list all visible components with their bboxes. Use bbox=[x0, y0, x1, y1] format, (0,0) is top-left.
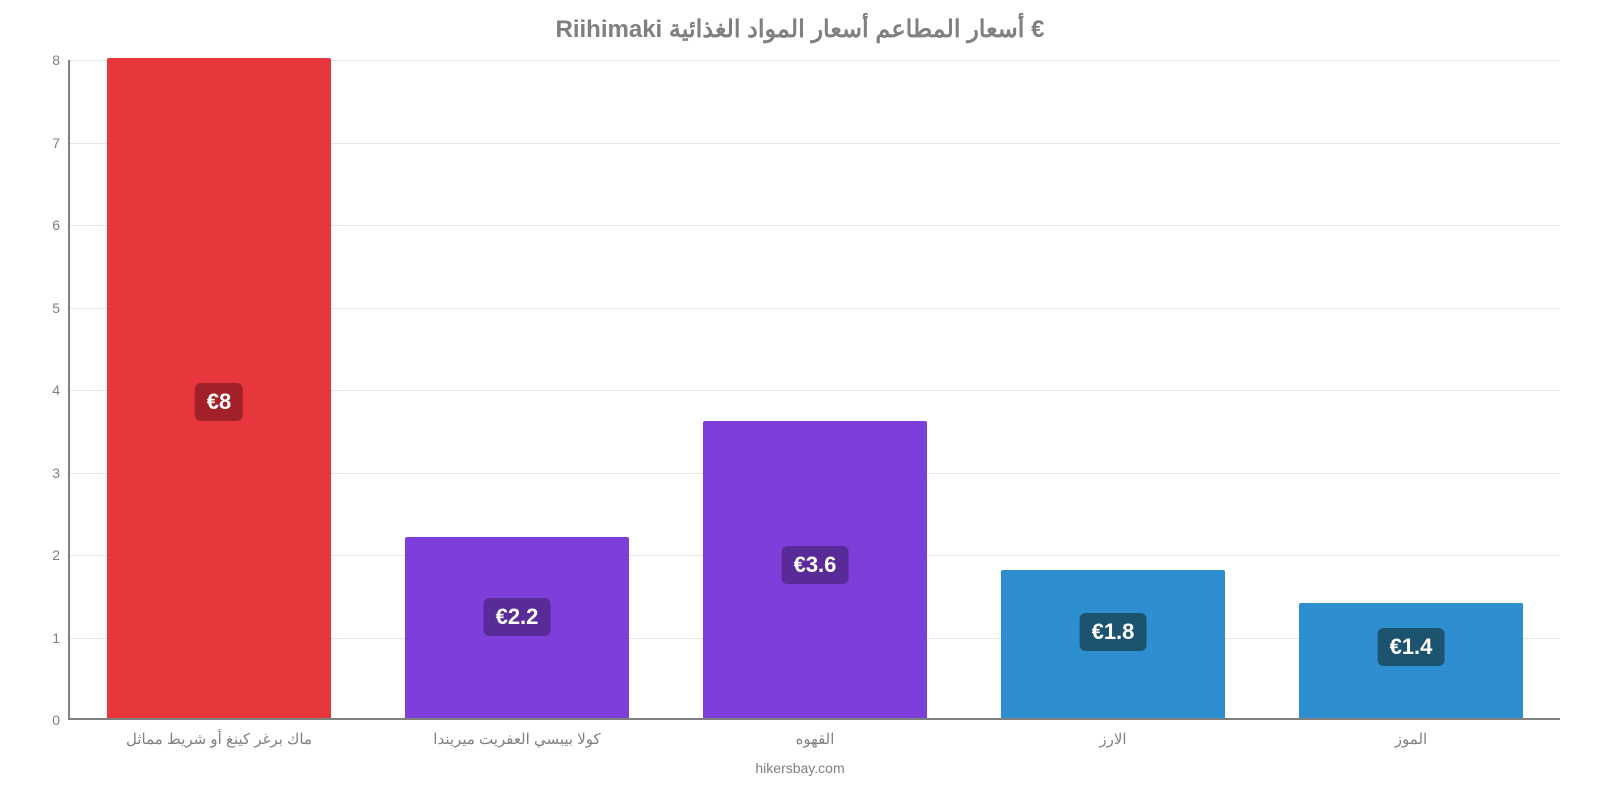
y-tick-label: 1 bbox=[52, 630, 60, 646]
y-tick-label: 2 bbox=[52, 547, 60, 563]
plot-area: €8 €2.2 €3.6 €1.8 €1.4 bbox=[70, 60, 1560, 720]
y-tick-label: 0 bbox=[52, 712, 60, 728]
value-badge: €1.8 bbox=[1080, 613, 1147, 651]
x-category-label: الموز bbox=[1395, 730, 1427, 748]
bar: €1.8 bbox=[1001, 570, 1225, 719]
y-tick-label: 7 bbox=[52, 135, 60, 151]
bar: €1.4 bbox=[1299, 603, 1523, 719]
value-badge: €8 bbox=[195, 383, 243, 421]
chart-title: € أسعار المطاعم أسعار المواد الغذائية Ri… bbox=[0, 0, 1600, 44]
price-bar-chart: € أسعار المطاعم أسعار المواد الغذائية Ri… bbox=[0, 0, 1600, 800]
bar: €8 bbox=[107, 58, 331, 718]
x-category-label: القهوه bbox=[796, 730, 835, 748]
y-tick-label: 6 bbox=[52, 217, 60, 233]
value-badge: €2.2 bbox=[484, 598, 551, 636]
y-tick-label: 3 bbox=[52, 465, 60, 481]
x-category-label: ماك برغر كينغ أو شريط مماثل bbox=[126, 730, 312, 748]
x-category-label: كولا بيبسي العفريت ميريندا bbox=[433, 730, 600, 748]
y-tick-label: 8 bbox=[52, 52, 60, 68]
x-category-label: الارز bbox=[1099, 730, 1126, 748]
attribution: hikersbay.com bbox=[0, 760, 1600, 776]
bar: €2.2 bbox=[405, 537, 629, 719]
value-badge: €1.4 bbox=[1378, 628, 1445, 666]
y-tick-label: 4 bbox=[52, 382, 60, 398]
bar: €3.6 bbox=[703, 421, 927, 718]
y-tick-label: 5 bbox=[52, 300, 60, 316]
value-badge: €3.6 bbox=[782, 546, 849, 584]
